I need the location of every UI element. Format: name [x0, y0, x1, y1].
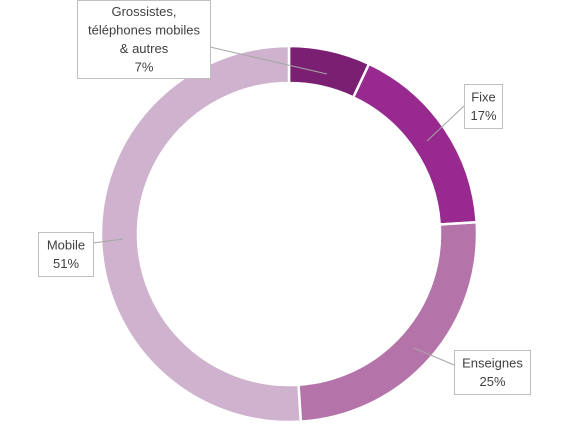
- data-label-category: Mobile: [47, 238, 85, 253]
- data-label-category: Fixe: [471, 90, 496, 105]
- slice-enseignes: [297, 220, 479, 423]
- slice-fixe: [352, 62, 478, 226]
- callout-box: [454, 350, 531, 395]
- callout-mobile: Mobile 51%: [38, 232, 94, 277]
- callout-grossistes-telephones-mobiles-autres: Grossistes, téléphones mobiles & autres 7%: [77, 0, 211, 79]
- callout-box: [38, 232, 94, 277]
- leader-line-enseignes: [413, 347, 455, 366]
- data-label-value: 17%: [470, 108, 496, 123]
- callouts-layer: Grossistes, téléphones mobiles & autres 7% F…: [38, 0, 531, 395]
- callout-box: [77, 0, 211, 79]
- data-label-category: & autres: [120, 41, 169, 56]
- data-label-value: 25%: [479, 374, 505, 389]
- leader-lines-layer: [92, 46, 465, 366]
- data-label-value: 51%: [53, 256, 79, 271]
- leader-line-grossistes-telephones-mobiles-autres: [209, 46, 328, 75]
- callout-fixe: Fixe 17%: [464, 84, 503, 129]
- data-label-value: 7%: [135, 60, 154, 75]
- slices-layer: [99, 44, 479, 424]
- leader-line-fixe: [426, 105, 465, 142]
- data-label-category: Enseignes: [462, 356, 523, 371]
- slice-mobile: [99, 44, 303, 424]
- data-label-category: Grossistes,: [111, 4, 176, 19]
- callout-box: [464, 84, 503, 129]
- leader-line-mobile: [92, 238, 124, 244]
- callout-enseignes: Enseignes 25%: [454, 350, 531, 395]
- data-label-category: téléphones mobiles: [88, 23, 201, 38]
